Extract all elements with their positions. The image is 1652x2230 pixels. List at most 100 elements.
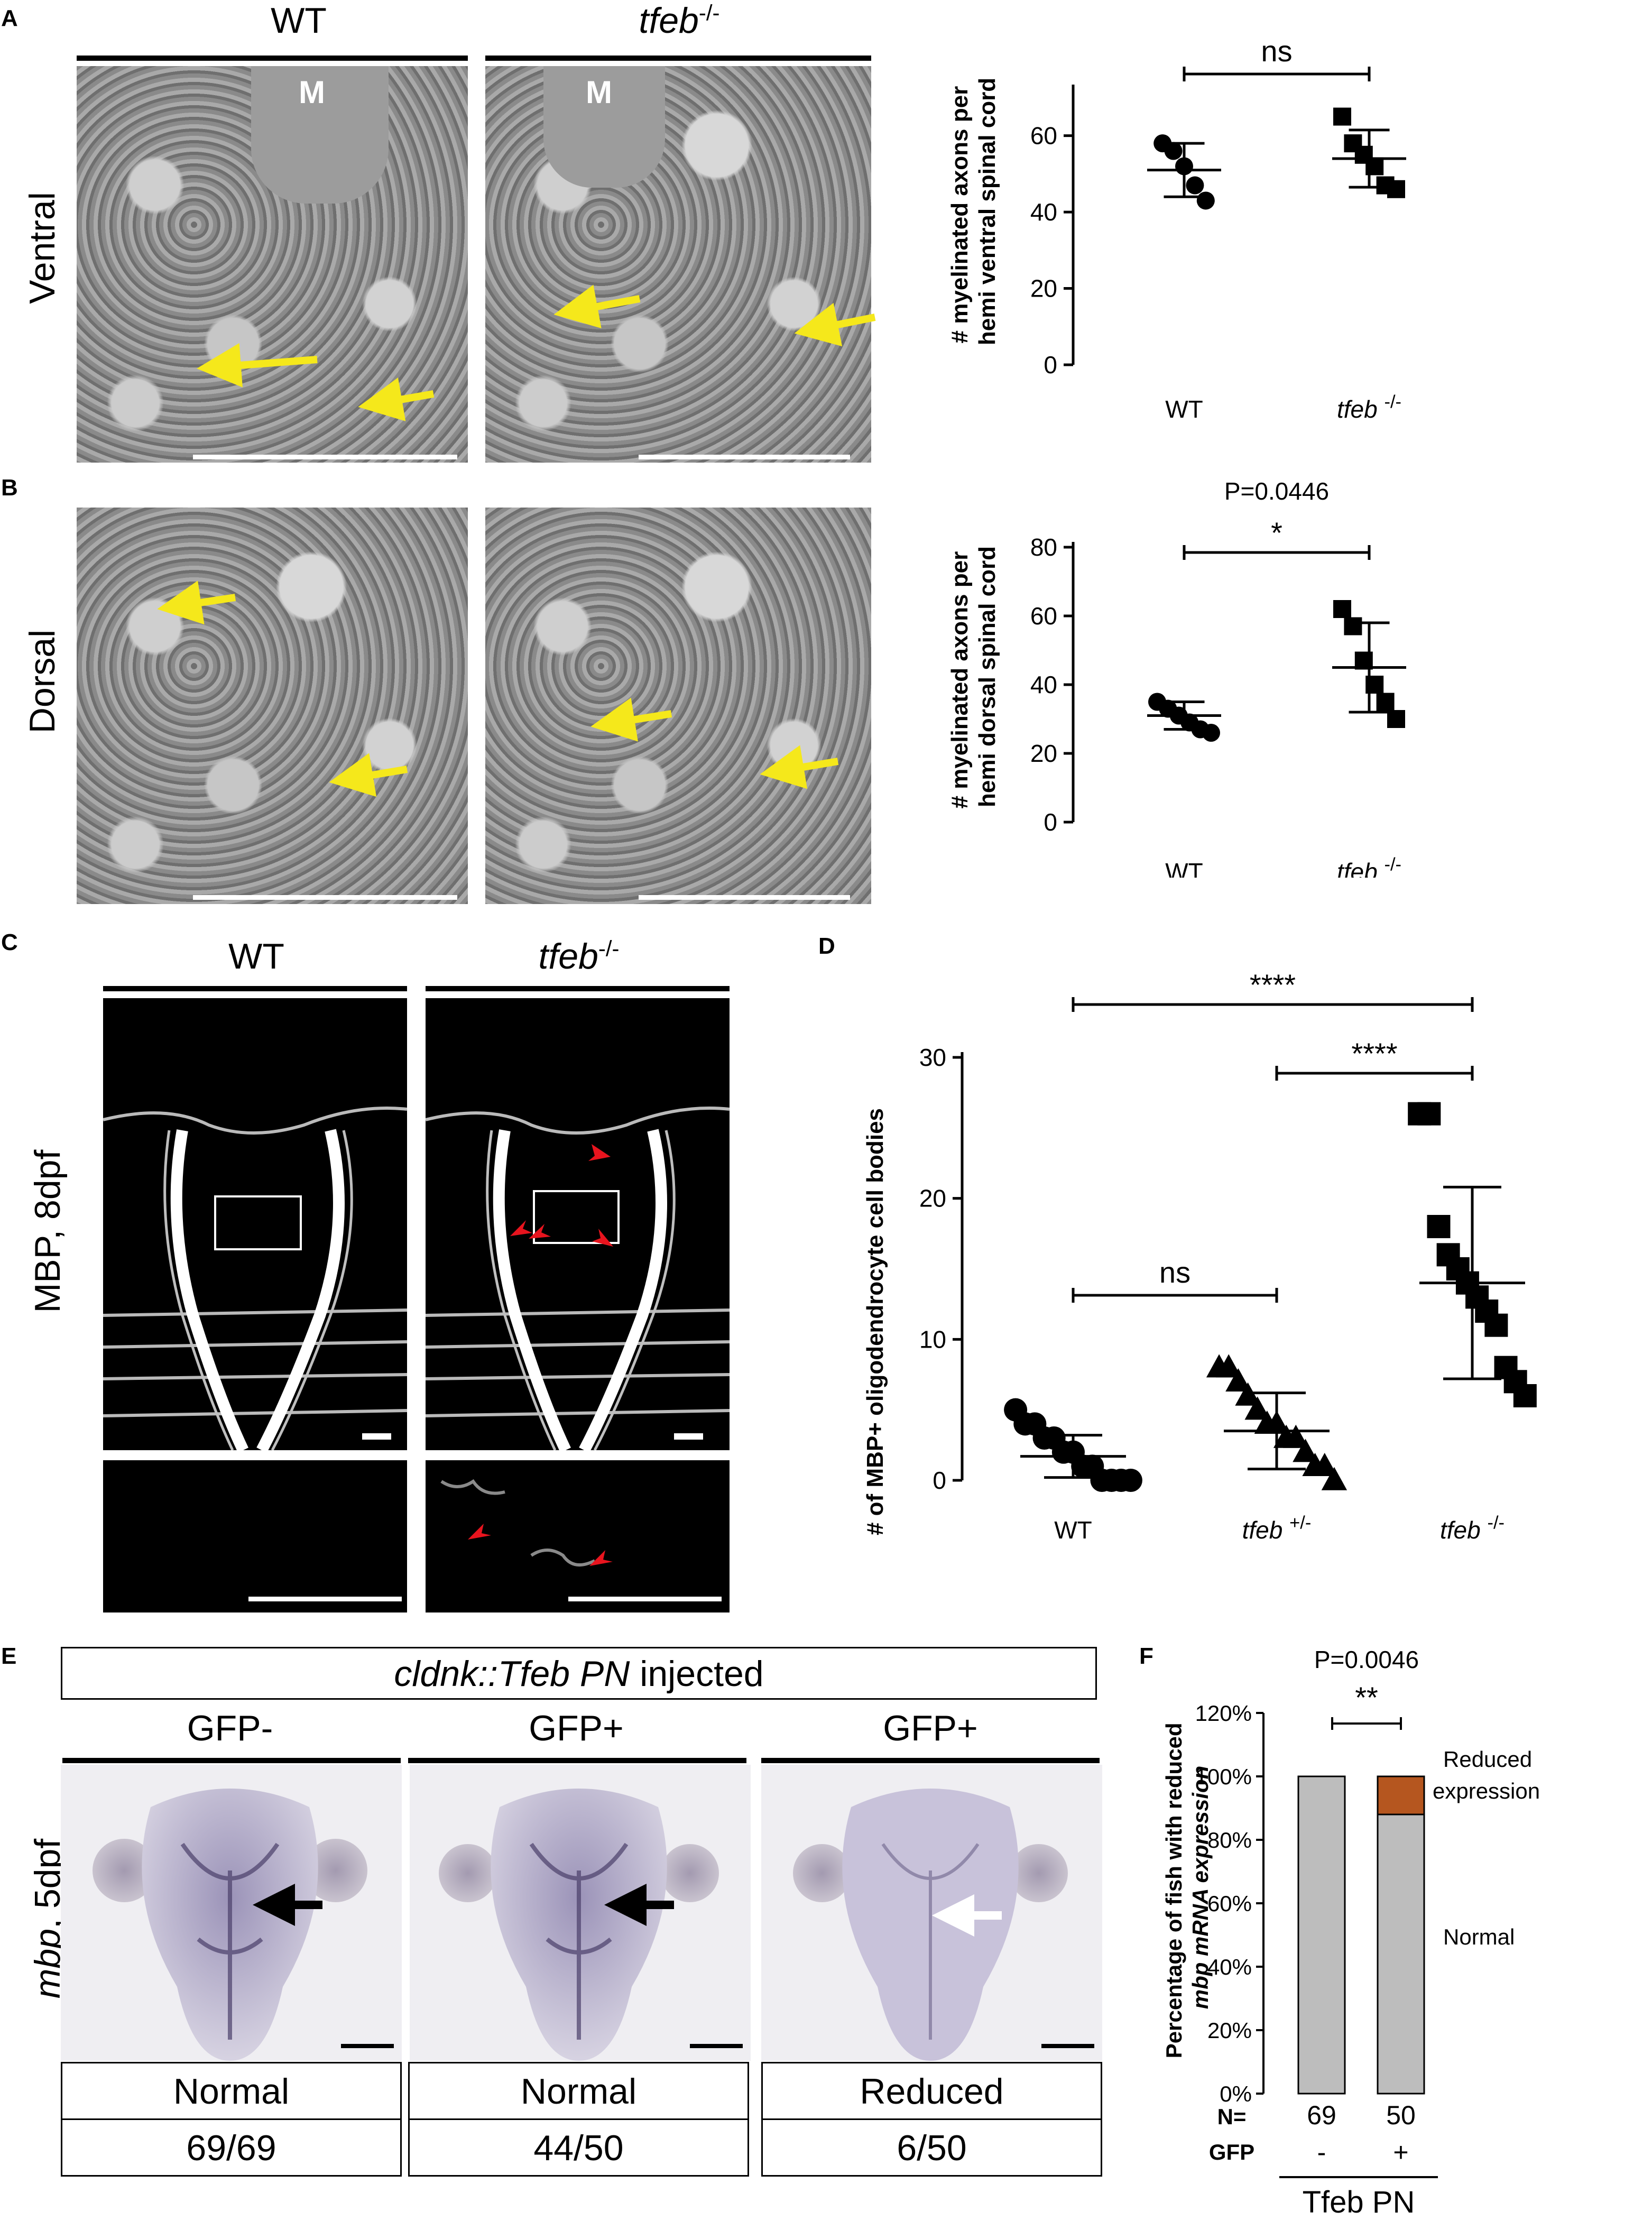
header-bar-ko-c: [426, 986, 730, 991]
chart-a-ylabel: # myelinated axons per hemi ventral spin…: [947, 78, 1000, 345]
header-bar-e2: [408, 1758, 746, 1763]
x-tick-label-gene: tfeb: [1337, 858, 1385, 878]
em-image-dorsal-ko: [485, 508, 871, 904]
data-point: [1225, 1368, 1251, 1392]
y-tick-label: 60: [1030, 122, 1057, 150]
ish-images: [61, 1765, 1102, 2061]
phenotype-cell-1: Normal: [61, 2062, 402, 2120]
significance-label: *: [1271, 516, 1282, 549]
red-arrow: [592, 1229, 613, 1247]
y-tick-label: 40: [1030, 198, 1057, 226]
ish-embryo-2: [410, 1765, 751, 2061]
red-arrow: [588, 1144, 611, 1161]
construct-name: cldnk::Tfeb PN: [394, 1654, 630, 1694]
scale-bar: [193, 895, 457, 900]
panel-letter-d: D: [818, 933, 835, 959]
y-tick-label: 20: [1030, 740, 1057, 767]
data-point: [1513, 1384, 1537, 1407]
data-point: [1202, 724, 1220, 742]
banner-suffix: injected: [630, 1654, 764, 1694]
chart-b-ylabel: # myelinated axons per hemi dorsal spina…: [947, 545, 1000, 809]
fluorescence-image-ko: [426, 998, 730, 1450]
m-marker: M: [299, 75, 325, 110]
legend-label-normal: Normal: [1443, 1924, 1515, 1949]
phenotype-cell-3: Reduced: [761, 2062, 1102, 2120]
data-point: [1321, 1467, 1348, 1490]
y-tick-label: 0: [933, 1467, 946, 1494]
col-header-gfp-plus-1: GFP+: [529, 1708, 624, 1748]
em-image-ventral-ko: M: [485, 66, 871, 463]
x-tick-label: tfeb -/-: [1337, 855, 1401, 878]
inset-drawing: [440, 1479, 722, 1601]
significance-label: **: [1355, 1681, 1378, 1714]
y-tick-label: 60%: [1207, 1891, 1252, 1916]
header-bar-wt-ab: [77, 56, 468, 61]
n-label: N=: [1217, 2104, 1247, 2129]
data-point: [1293, 1439, 1318, 1462]
bar-segment: [1377, 1813, 1425, 2095]
col-header-ko-ab: tfeb-/-: [486, 0, 872, 41]
inset-box: [533, 1190, 620, 1244]
x-tick-label: tfeb -/-: [1440, 1513, 1505, 1544]
data-point: [1417, 1102, 1441, 1126]
panel-letter-c: C: [1, 929, 18, 955]
scale-bar: [639, 455, 850, 459]
scale-bar: [362, 1433, 391, 1440]
data-point: [1186, 176, 1204, 195]
data-point: [1427, 1215, 1451, 1238]
scale-bar: [674, 1433, 703, 1440]
col-header-gfp-plus-2: GFP+: [883, 1708, 978, 1748]
significance-label: ****: [1351, 1037, 1397, 1070]
data-point: [1119, 1469, 1142, 1492]
col-header-ko-genotype: -/-: [598, 936, 620, 961]
scale-bar: [193, 455, 457, 459]
x-tick-label-genotype: -/-: [1487, 1513, 1505, 1533]
y-tick-label: 30: [919, 1044, 946, 1071]
col-header-wt-ab: WT: [271, 1, 327, 41]
myelin-sheath-region: [251, 66, 389, 204]
red-arrow: [529, 1224, 551, 1239]
red-arrow: [510, 1220, 532, 1236]
scale-bar: [568, 1597, 722, 1601]
p-value: P=0.0046: [1314, 1646, 1419, 1673]
significance-label: ns: [1159, 1256, 1190, 1289]
row-label-mbp-8dpf: MBP, 8dpf: [27, 1149, 68, 1313]
y-tick-label: 10: [919, 1325, 946, 1353]
m-marker: M: [586, 75, 612, 110]
yellow-arrow: [794, 302, 876, 347]
y-tick-label: 80%: [1207, 1828, 1252, 1853]
x-tick-label: WT: [1054, 1516, 1092, 1544]
data-point: [1387, 180, 1405, 198]
yellow-arrow: [157, 580, 236, 625]
col-header-ko-genotype: -/-: [698, 0, 720, 25]
y-tick-label: 40: [1030, 671, 1057, 698]
legend-label-reduced-2: expression: [1433, 1779, 1540, 1803]
data-point: [1312, 1453, 1337, 1477]
significance-label: ****: [1250, 968, 1296, 1001]
yellow-arrow: [329, 753, 408, 797]
panel-letter-e: E: [1, 1643, 17, 1669]
chart-a-ylabel-line1: # myelinated axons per: [947, 86, 973, 344]
x-tick-label-gene: tfeb: [1440, 1516, 1488, 1544]
y-tick-label: 20: [1030, 275, 1057, 302]
scale-bar: [248, 1597, 402, 1601]
chart-a-ylabel-line2: hemi ventral spinal cord: [974, 78, 1000, 345]
fluorescence-drawing: [426, 1107, 730, 1450]
y-tick-label: 20%: [1207, 2018, 1252, 2043]
panel-letter-b: B: [1, 475, 18, 501]
data-point: [1333, 600, 1351, 618]
chart-f: Percentage of fish with reduced mbp mRNA…: [1161, 1646, 1540, 2219]
panel-letter-a: A: [1, 5, 18, 31]
ish-embryo-3: [761, 1765, 1102, 2061]
data-point: [1283, 1424, 1309, 1448]
gfp-status: +: [1393, 2137, 1408, 2167]
header-bar-wt-c: [103, 986, 407, 991]
chart-f-ylabel: Percentage of fish with reduced mbp mRNA…: [1161, 1717, 1213, 2058]
count-cell-3: 6/50: [761, 2118, 1102, 2177]
data-point: [1244, 1396, 1270, 1420]
col-header-ko-c: tfeb-/-: [426, 936, 732, 977]
x-tick-label-genotype: +/-: [1289, 1513, 1311, 1533]
fluorescence-drawing: [103, 1107, 407, 1450]
col-header-gfp-minus: GFP-: [187, 1708, 273, 1748]
x-tick-label-gene: tfeb: [1337, 395, 1385, 423]
